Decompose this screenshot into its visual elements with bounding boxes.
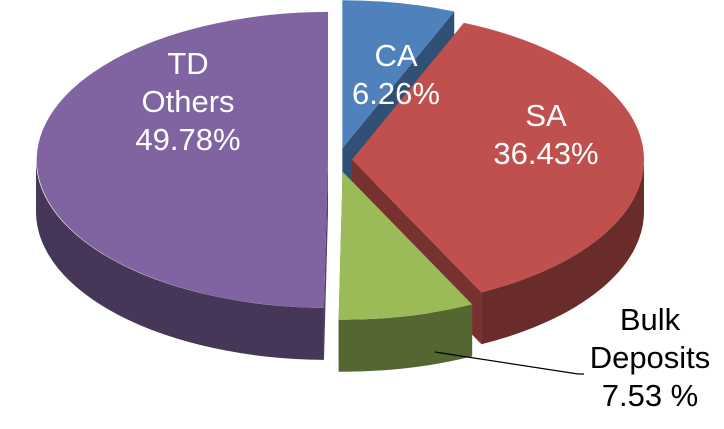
slice-top — [36, 11, 329, 308]
slice-label-line: SA — [525, 98, 567, 133]
slice-top — [342, 0, 455, 149]
slice-value-label: 36.43% — [493, 136, 598, 171]
slice-label: Bulk Deposits — [590, 302, 711, 375]
slice-cut-face — [323, 159, 328, 360]
slice-label: SA — [525, 98, 567, 133]
slice-value-label: 7.53 % — [602, 378, 699, 413]
slice-label: CA — [374, 38, 417, 73]
slice-value-label: 49.78% — [135, 122, 240, 157]
slice-label-line: Deposits — [590, 340, 711, 375]
slice-label-line: Others — [141, 84, 234, 119]
slice-side — [481, 159, 644, 345]
slice-top — [351, 22, 644, 293]
slice-side — [338, 304, 473, 372]
slice-value-label: 6.26% — [352, 76, 440, 111]
slice-top — [338, 171, 473, 320]
slice-label-line: CA — [374, 38, 417, 73]
slice — [36, 11, 329, 360]
slice-label-line: Bulk — [620, 302, 681, 337]
slice — [338, 171, 473, 372]
leader-line — [434, 351, 584, 375]
slice-label-line: TD — [167, 46, 208, 81]
slice-side — [36, 159, 324, 360]
slice-label: TD Others — [141, 46, 234, 119]
